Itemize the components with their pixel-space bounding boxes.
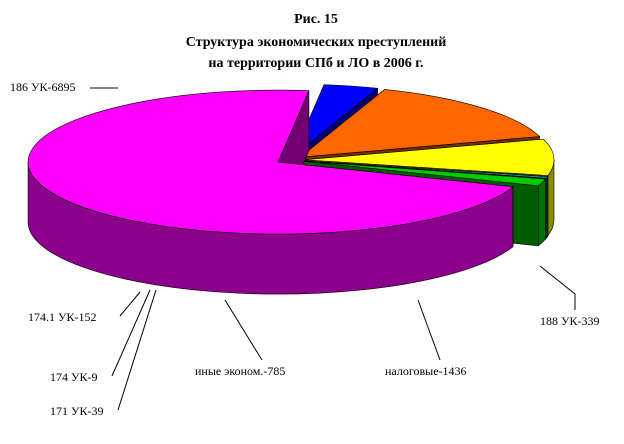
leader-line [539,265,576,310]
chart-title: Рис. 15 [294,12,338,27]
slice-label: иные эконом.-785 [195,364,285,378]
leader-line [119,291,141,317]
slice [27,89,514,235]
leader-line [417,299,441,361]
leader-line [111,289,151,377]
slice-label: 186 УК-6895 [10,80,76,94]
slice [303,160,546,187]
slice-label: 171 УК-39 [50,404,104,418]
slice-side [537,178,546,247]
slice-label: налоговые-1436 [385,364,467,378]
slice [292,84,378,157]
slice-label: 188 УК-339 [540,314,600,328]
leader-line [224,299,263,361]
leader-line [117,289,157,411]
slice-label: 174 УК-9 [50,370,98,384]
chart-title: Структура экономических преступлений [186,35,447,50]
slice-label: 174.1 УК-152 [28,310,97,324]
slice [303,138,555,176]
slice [299,89,540,158]
chart-title: на территории СПб и ЛО в 2006 г. [208,56,423,71]
